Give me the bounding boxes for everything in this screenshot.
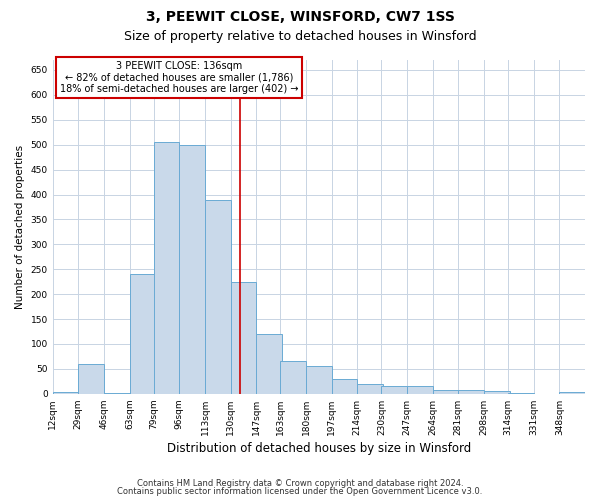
Bar <box>179 144 205 394</box>
Bar <box>306 366 332 394</box>
Text: Contains HM Land Registry data © Crown copyright and database right 2024.: Contains HM Land Registry data © Crown c… <box>137 478 463 488</box>
Bar <box>53 392 79 394</box>
Bar <box>230 282 256 394</box>
Bar <box>79 364 104 394</box>
Bar <box>256 334 282 394</box>
Text: 3 PEEWIT CLOSE: 136sqm
← 82% of detached houses are smaller (1,786)
18% of semi-: 3 PEEWIT CLOSE: 136sqm ← 82% of detached… <box>60 61 299 94</box>
Bar <box>433 390 458 394</box>
Bar <box>559 392 585 394</box>
X-axis label: Distribution of detached houses by size in Winsford: Distribution of detached houses by size … <box>167 442 471 455</box>
Bar <box>332 379 357 394</box>
Bar <box>130 274 155 394</box>
Text: 3, PEEWIT CLOSE, WINSFORD, CW7 1SS: 3, PEEWIT CLOSE, WINSFORD, CW7 1SS <box>146 10 454 24</box>
Bar <box>382 386 407 394</box>
Y-axis label: Number of detached properties: Number of detached properties <box>15 145 25 309</box>
Bar <box>205 200 230 394</box>
Text: Contains public sector information licensed under the Open Government Licence v3: Contains public sector information licen… <box>118 487 482 496</box>
Bar <box>280 362 306 394</box>
Bar <box>508 393 534 394</box>
Bar <box>407 386 433 394</box>
Bar <box>104 393 130 394</box>
Bar <box>357 384 383 394</box>
Bar <box>154 142 179 394</box>
Text: Size of property relative to detached houses in Winsford: Size of property relative to detached ho… <box>124 30 476 43</box>
Bar <box>458 390 484 394</box>
Bar <box>484 392 509 394</box>
